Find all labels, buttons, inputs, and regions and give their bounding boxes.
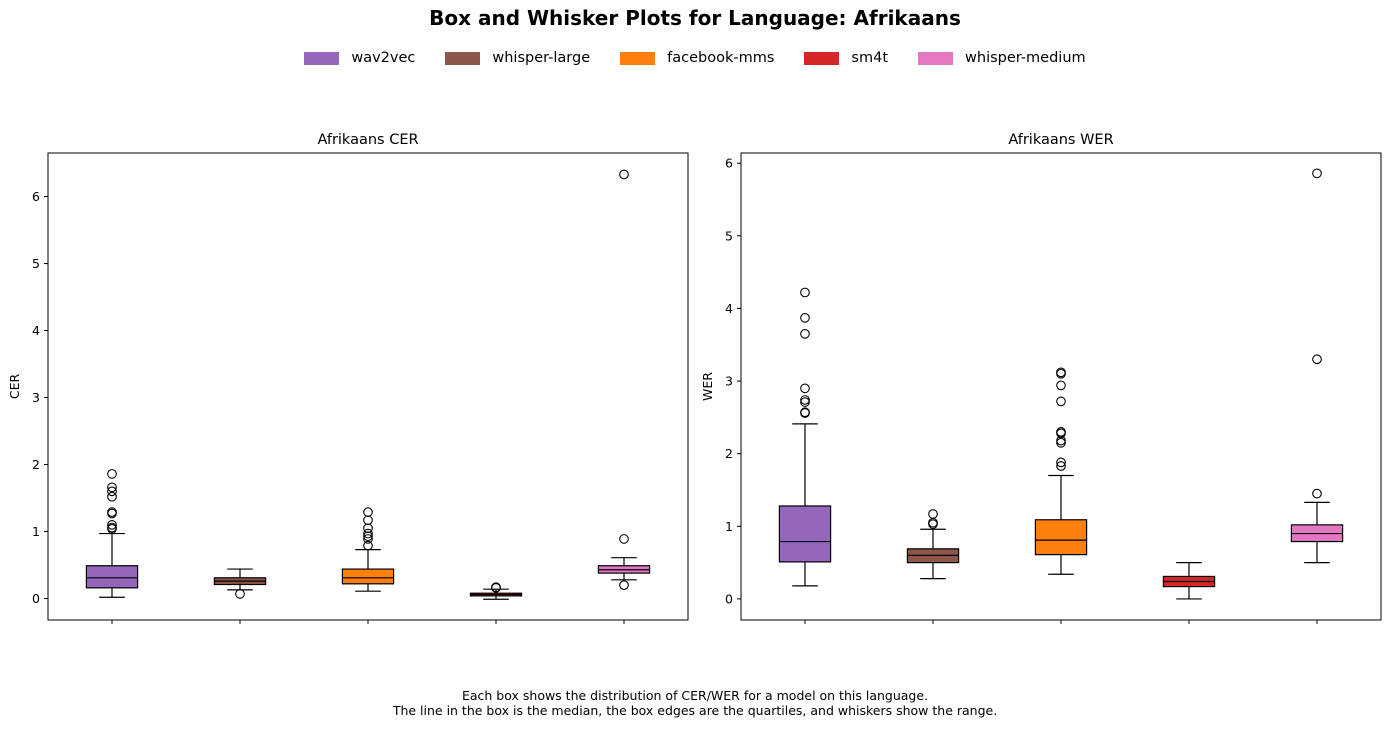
outlier-point	[800, 313, 810, 323]
legend-label: facebook-mms	[667, 50, 775, 66]
y-tick-label: 4	[725, 301, 733, 316]
outlier-point	[107, 482, 117, 493]
legend-swatch	[445, 51, 481, 65]
outlier-point	[363, 528, 373, 539]
box-whisper-large	[906, 509, 960, 624]
box-whisper-medium	[597, 169, 651, 624]
legend-label: whisper-medium	[965, 50, 1086, 66]
chart-wer: Afrikaans WER WER 0 1 2 3 4 5 6	[700, 132, 1382, 624]
outlier-point	[107, 522, 117, 533]
legend-swatch	[620, 51, 656, 65]
outlier-point	[107, 520, 117, 530]
y-tick-label: 0	[32, 591, 40, 606]
outlier-point	[363, 515, 373, 526]
chart-cer: Afrikaans CER CER 0 1 2 3 4 5 6	[7, 132, 689, 624]
outlier-point	[1056, 427, 1066, 437]
box-wav2vec	[85, 469, 139, 624]
legend-label: wav2vec	[351, 50, 416, 66]
outlier-point	[800, 383, 810, 394]
footnote: Each box shows the distribution of CER/W…	[0, 688, 1390, 718]
outlier-point	[363, 531, 373, 542]
y-tick-label: 6	[725, 156, 733, 171]
legend-item-wav2vec: wav2vec	[304, 50, 415, 66]
figure-title: Box and Whisker Plots for Language: Afri…	[429, 6, 961, 30]
legend-swatch	[304, 51, 340, 65]
y-axis-label: WER	[700, 372, 715, 401]
legend-item-facebook-mms: facebook-mms	[620, 50, 774, 66]
legend-swatch	[804, 51, 840, 65]
legend-item-sm4t: sm4t	[804, 50, 888, 66]
box-facebook-mms	[341, 507, 395, 624]
y-tick-label: 5	[725, 228, 733, 243]
outlier-point	[1312, 488, 1322, 499]
box-sm4t	[469, 582, 523, 624]
outlier-point	[107, 491, 117, 502]
outlier-point	[619, 169, 629, 180]
legend-item-whisper-medium: whisper-medium	[918, 50, 1086, 66]
outlier-point	[107, 486, 117, 497]
box-sm4t	[1162, 562, 1216, 624]
plot-frame	[740, 152, 1382, 621]
outlier-point	[363, 540, 373, 551]
y-axis-label: CER	[7, 374, 22, 400]
legend-swatch	[918, 51, 954, 65]
outlier-point	[800, 397, 810, 407]
legend-label: whisper-large	[492, 50, 591, 66]
outlier-point	[491, 582, 501, 593]
y-tick-label: 4	[32, 323, 40, 338]
box-iqr	[1034, 519, 1088, 556]
legend: wav2vec whisper-large facebook-mms sm4t whis…	[0, 50, 1390, 66]
outlier-point	[363, 534, 373, 544]
outlier-point	[1056, 367, 1066, 378]
box-whisper-large	[213, 568, 267, 624]
outlier-point	[363, 523, 373, 534]
y-tick-label: 5	[32, 256, 40, 271]
outlier-point	[1312, 168, 1322, 179]
y-tick-label: 2	[725, 446, 733, 461]
box-facebook-mms	[1034, 367, 1088, 624]
outlier-point	[800, 407, 810, 418]
plot-frame	[47, 152, 689, 621]
outlier-point	[1056, 396, 1066, 407]
legend-label: sm4t	[851, 50, 889, 66]
y-tick-label: 3	[32, 390, 40, 405]
outlier-point	[800, 328, 810, 339]
box-iqr	[85, 565, 139, 589]
box-wav2vec	[778, 287, 832, 624]
outlier-point	[1312, 354, 1322, 365]
outlier-point	[1056, 461, 1066, 471]
y-tick-label: 0	[725, 591, 733, 606]
chart-title: Afrikaans WER	[1008, 132, 1113, 148]
outlier-point	[619, 580, 629, 591]
y-tick-label: 1	[32, 524, 40, 539]
outlier-point	[107, 507, 117, 517]
box-iqr	[341, 568, 395, 585]
outlier-point	[1056, 437, 1066, 448]
chart-title: Afrikaans CER	[317, 132, 418, 148]
outlier-point	[1056, 380, 1066, 391]
outlier-point	[235, 589, 245, 599]
y-tick-label: 1	[725, 519, 733, 534]
outlier-point	[800, 395, 810, 405]
box-iqr	[778, 505, 832, 563]
outlier-point	[1056, 457, 1066, 468]
footnote-line-2: The line in the box is the median, the b…	[392, 703, 998, 718]
y-tick-label: 2	[32, 457, 40, 472]
box-whisper-medium	[1290, 168, 1344, 624]
outlier-point	[619, 534, 629, 544]
y-tick-label: 6	[32, 189, 40, 204]
y-tick-label: 3	[725, 374, 733, 389]
outlier-point	[800, 287, 810, 298]
legend-item-whisper-large: whisper-large	[445, 50, 590, 66]
outlier-point	[107, 469, 117, 479]
outlier-point	[928, 509, 938, 519]
footnote-line-1: Each box shows the distribution of CER/W…	[461, 688, 929, 703]
outlier-point	[363, 507, 373, 517]
